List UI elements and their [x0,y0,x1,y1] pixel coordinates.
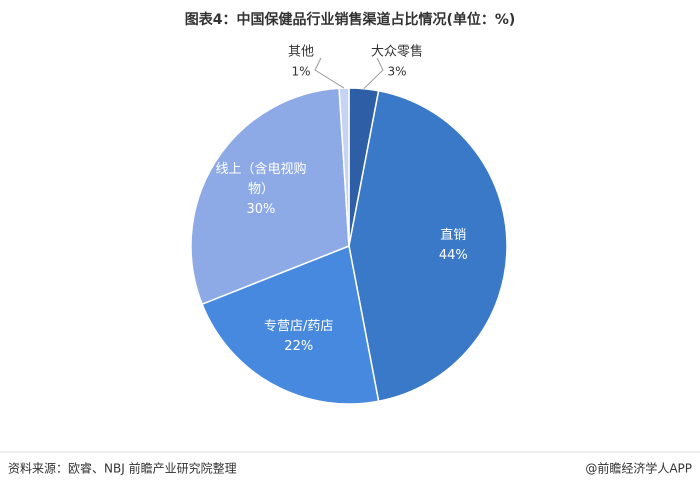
value-label: 30% [246,202,276,218]
credit: @前瞻经济学人APP [585,461,692,476]
leader-line [314,57,345,89]
value-label: 1% [291,65,310,79]
slice-label: 线上（含电视购物） [215,162,307,198]
source: 资料来源：欧睿、NBJ 前瞻产业研究院整理 [8,461,237,476]
slice-label-box: 线上（含电视购物） 30% [206,160,316,220]
pie-slice [190,87,350,306]
value-label: 22% [284,339,314,355]
slice-label: 其他 [288,45,314,60]
leader-line [363,57,384,90]
pie-slice [348,89,508,403]
slice-label-box: 直销 44% [398,226,508,266]
pie-slice [201,244,380,405]
slice-label-box: 专营店/药店 22% [244,317,354,357]
chart-title: 图表4：中国保健品行业销售渠道占比情况(单位：%) [185,11,516,28]
slice-label: 大众零售 [371,44,423,60]
slice-label: 直销 [440,228,467,243]
value-label: 44% [438,248,468,263]
value-label: 3% [387,65,406,79]
slice-label: 专营店/药店 [264,319,334,335]
